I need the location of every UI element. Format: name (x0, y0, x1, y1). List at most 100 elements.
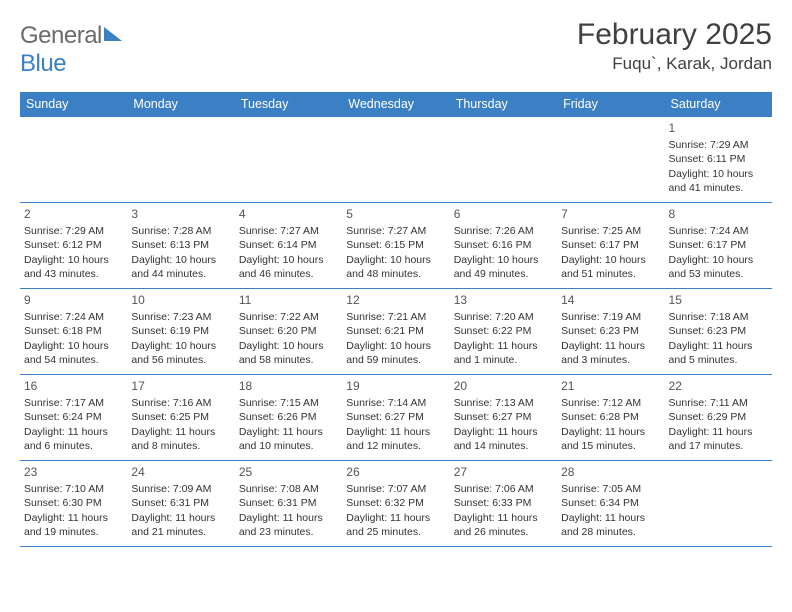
sunset-line: Sunset: 6:15 PM (346, 238, 445, 252)
daylight-line: Daylight: 11 hours and 21 minutes. (131, 511, 230, 539)
sunrise-line: Sunrise: 7:16 AM (131, 396, 230, 410)
sunrise-line: Sunrise: 7:13 AM (454, 396, 553, 410)
sunset-line: Sunset: 6:34 PM (561, 496, 660, 510)
weekday-header: Friday (557, 92, 664, 117)
calendar-day-cell: 22Sunrise: 7:11 AMSunset: 6:29 PMDayligh… (665, 375, 772, 461)
sunrise-line: Sunrise: 7:21 AM (346, 310, 445, 324)
calendar-day-cell: 27 Sunrise: 7:06 AMSunset: 6:33 PMDayligh… (450, 461, 557, 547)
sunset-line: Sunset: 6:23 PM (561, 324, 660, 338)
day-number: 24 (131, 464, 230, 480)
day-number: 11 (239, 292, 338, 308)
calendar-day-cell: 21 Sunrise: 7:12 AMSunset: 6:28 PMDayligh… (557, 375, 664, 461)
calendar-day-cell: 5Sunrise: 7:27 AMSunset: 6:15 PMDaylight… (342, 203, 449, 289)
calendar-day-cell: 16 Sunrise: 7:17 AMSunset: 6:24 PMDayligh… (20, 375, 127, 461)
daylight-line: Daylight: 10 hours and 46 minutes. (239, 253, 338, 281)
title-block: February 2025 Fuqu`, Karak, Jordan (577, 18, 772, 74)
sunset-line: Sunset: 6:32 PM (346, 496, 445, 510)
calendar-day-cell: 3Sunrise: 7:28 AMSunset: 6:13 PMDaylight… (127, 203, 234, 289)
calendar-day-cell: 4Sunrise: 7:27 AMSunset: 6:14 PMDaylight… (235, 203, 342, 289)
calendar-body: 1Sunrise: 7:29 AMSunset: 6:11 PMDaylight… (20, 117, 772, 547)
day-number: 4 (239, 206, 338, 222)
sunrise-line: Sunrise: 7:24 AM (669, 224, 768, 238)
sunset-line: Sunset: 6:27 PM (346, 410, 445, 424)
daylight-line: Daylight: 10 hours and 53 minutes. (669, 253, 768, 281)
calendar-empty-cell (450, 117, 557, 203)
day-number: 13 (454, 292, 553, 308)
sunset-line: Sunset: 6:33 PM (454, 496, 553, 510)
sunrise-line: Sunrise: 7:07 AM (346, 482, 445, 496)
calendar-day-cell: 7Sunrise: 7:25 AMSunset: 6:17 PMDaylight… (557, 203, 664, 289)
calendar-day-cell: 18Sunrise: 7:15 AMSunset: 6:26 PMDayligh… (235, 375, 342, 461)
sunrise-line: Sunrise: 7:18 AM (669, 310, 768, 324)
sunrise-line: Sunrise: 7:25 AM (561, 224, 660, 238)
day-number: 21 (561, 378, 660, 394)
calendar-empty-cell (342, 117, 449, 203)
day-number: 20 (454, 378, 553, 394)
sunrise-line: Sunrise: 7:27 AM (346, 224, 445, 238)
daylight-line: Daylight: 10 hours and 43 minutes. (24, 253, 123, 281)
calendar-empty-cell (665, 461, 772, 547)
day-number: 12 (346, 292, 445, 308)
calendar-day-cell: 2Sunrise: 7:29 AMSunset: 6:12 PMDaylight… (20, 203, 127, 289)
sunrise-line: Sunrise: 7:06 AM (454, 482, 553, 496)
sunset-line: Sunset: 6:14 PM (239, 238, 338, 252)
sunrise-line: Sunrise: 7:26 AM (454, 224, 553, 238)
day-number: 22 (669, 378, 768, 394)
daylight-line: Daylight: 11 hours and 10 minutes. (239, 425, 338, 453)
sunset-line: Sunset: 6:17 PM (561, 238, 660, 252)
sunset-line: Sunset: 6:26 PM (239, 410, 338, 424)
sunset-line: Sunset: 6:20 PM (239, 324, 338, 338)
sunset-line: Sunset: 6:28 PM (561, 410, 660, 424)
day-number: 27 (454, 464, 553, 480)
weekday-header: Monday (127, 92, 234, 117)
daylight-line: Daylight: 11 hours and 6 minutes. (24, 425, 123, 453)
calendar-week-row: 16Sunrise: 7:17 AMSunset: 6:24 PMDayligh… (20, 375, 772, 461)
daylight-line: Daylight: 11 hours and 14 minutes. (454, 425, 553, 453)
calendar-day-cell: 24Sunrise: 7:09 AMSunset: 6:31 PMDayligh… (127, 461, 234, 547)
daylight-line: Daylight: 11 hours and 19 minutes. (24, 511, 123, 539)
daylight-line: Daylight: 11 hours and 15 minutes. (561, 425, 660, 453)
day-number: 8 (669, 206, 768, 222)
daylight-line: Daylight: 11 hours and 3 minutes. (561, 339, 660, 367)
weekday-header: Wednesday (342, 92, 449, 117)
daylight-line: Daylight: 11 hours and 12 minutes. (346, 425, 445, 453)
calendar-week-row: 9Sunrise: 7:24 AMSunset: 6:18 PMDaylight… (20, 289, 772, 375)
day-number: 5 (346, 206, 445, 222)
calendar-day-cell: 19Sunrise: 7:14 AMSunset: 6:27 PMDayligh… (342, 375, 449, 461)
logo-triangle-icon (104, 27, 122, 41)
calendar-day-cell: 10Sunrise: 7:23 AMSunset: 6:19 PMDayligh… (127, 289, 234, 375)
daylight-line: Daylight: 11 hours and 26 minutes. (454, 511, 553, 539)
day-number: 19 (346, 378, 445, 394)
sunrise-line: Sunrise: 7:17 AM (24, 396, 123, 410)
header: General Blue February 2025 Fuqu`, Karak,… (20, 18, 772, 78)
logo-word1: General (20, 22, 102, 49)
day-number: 17 (131, 378, 230, 394)
sunrise-line: Sunrise: 7:12 AM (561, 396, 660, 410)
sunrise-line: Sunrise: 7:29 AM (669, 138, 768, 152)
day-number: 23 (24, 464, 123, 480)
weekday-header: Sunday (20, 92, 127, 117)
daylight-line: Daylight: 11 hours and 8 minutes. (131, 425, 230, 453)
logo: General Blue (20, 22, 122, 78)
calendar-day-cell: 8Sunrise: 7:24 AMSunset: 6:17 PMDaylight… (665, 203, 772, 289)
sunrise-line: Sunrise: 7:29 AM (24, 224, 123, 238)
sunset-line: Sunset: 6:24 PM (24, 410, 123, 424)
sunset-line: Sunset: 6:18 PM (24, 324, 123, 338)
daylight-line: Daylight: 11 hours and 17 minutes. (669, 425, 768, 453)
sunrise-line: Sunrise: 7:19 AM (561, 310, 660, 324)
sunrise-line: Sunrise: 7:28 AM (131, 224, 230, 238)
calendar-empty-cell (235, 117, 342, 203)
calendar-day-cell: 14Sunrise: 7:19 AMSunset: 6:23 PMDayligh… (557, 289, 664, 375)
sunset-line: Sunset: 6:16 PM (454, 238, 553, 252)
calendar-day-cell: 6Sunrise: 7:26 AMSunset: 6:16 PMDaylight… (450, 203, 557, 289)
daylight-line: Daylight: 11 hours and 28 minutes. (561, 511, 660, 539)
weekday-header: Tuesday (235, 92, 342, 117)
calendar-day-cell: 12Sunrise: 7:21 AMSunset: 6:21 PMDayligh… (342, 289, 449, 375)
calendar-empty-cell (20, 117, 127, 203)
sunrise-line: Sunrise: 7:23 AM (131, 310, 230, 324)
sunrise-line: Sunrise: 7:24 AM (24, 310, 123, 324)
day-number: 18 (239, 378, 338, 394)
calendar-day-cell: 28Sunrise: 7:05 AMSunset: 6:34 PMDayligh… (557, 461, 664, 547)
sunrise-line: Sunrise: 7:09 AM (131, 482, 230, 496)
day-number: 16 (24, 378, 123, 394)
